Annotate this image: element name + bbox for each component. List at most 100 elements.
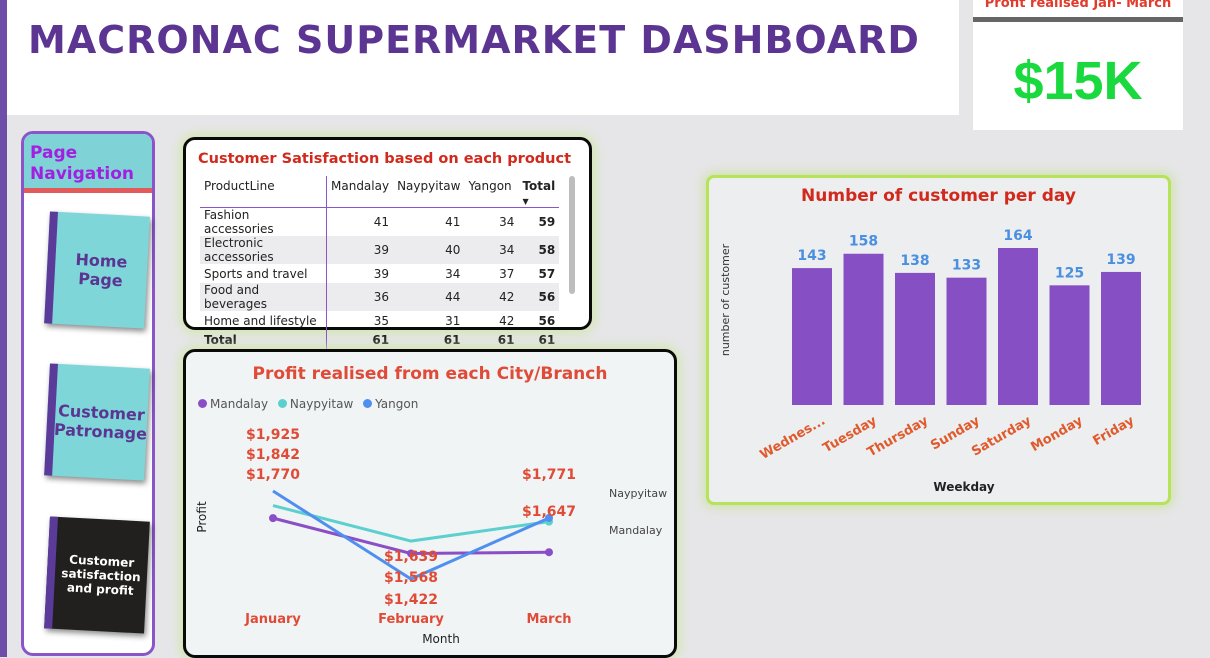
bar[interactable] xyxy=(998,248,1038,405)
table-row: Home and lifestyle 35 31 42 56 xyxy=(200,311,559,330)
customers-bar-chart: number of customer Weekday 143 Wednes... 158… xyxy=(719,228,1141,494)
bar-value-label: 158 xyxy=(849,234,878,250)
cell: Electronic accessories xyxy=(200,236,327,264)
cell: 37 xyxy=(499,266,515,281)
cell: 61 xyxy=(443,332,461,347)
data-label: $1,925 xyxy=(246,427,300,443)
customer-patronage-button[interactable]: Customer Patronage xyxy=(44,363,150,481)
y-axis-label: number of customer xyxy=(719,243,732,356)
legend-item-yangon[interactable]: Yangon xyxy=(363,397,418,411)
profit-line-chart: Profit Month January February March $1,925 $1,… xyxy=(195,427,667,646)
bar-value-label: 138 xyxy=(900,253,929,269)
customers-chart-title: Number of customer per day xyxy=(801,186,1076,206)
bar-value-label: 125 xyxy=(1055,265,1084,281)
home-page-label-2: Page xyxy=(77,269,124,291)
cell: 36 xyxy=(326,283,394,311)
cell: 44 xyxy=(393,283,465,311)
profit-kpi-card: Profit realised Jan- March $15K xyxy=(973,0,1183,130)
table-row: Electronic accessories 39 40 34 58 xyxy=(200,236,560,264)
legend-item-naypyitaw[interactable]: Naypyitaw xyxy=(277,397,354,411)
profit-chart-title: Profit realised from each City/Branch xyxy=(252,364,608,384)
legend-label: Yangon xyxy=(375,397,419,411)
cell: 42 xyxy=(499,313,515,328)
customers-per-day-card: Number of customer per day number of cus… xyxy=(706,175,1171,505)
data-label: $1,568 xyxy=(384,570,438,586)
series-line-yangon[interactable] xyxy=(272,489,550,581)
cell: 61 xyxy=(538,332,556,347)
table-row: Sports and travel 39 34 37 57 xyxy=(200,264,559,283)
kpi-label: Profit realised Jan- March xyxy=(984,0,1172,11)
sort-desc-icon: ▼ xyxy=(522,197,529,206)
cell: 57 xyxy=(538,266,556,281)
series-point[interactable] xyxy=(269,514,277,523)
nav-header: Page Navigation xyxy=(24,134,152,188)
cell: 58 xyxy=(518,236,560,264)
col-header-total[interactable]: Total ▼ xyxy=(518,176,560,208)
col-header-total-label: Total xyxy=(522,179,556,193)
nav-divider xyxy=(24,188,152,193)
cell: 59 xyxy=(538,215,556,229)
data-label: $1,842 xyxy=(246,447,300,463)
data-label: $1,770 xyxy=(246,467,300,483)
table-header-row: ProductLine Mandalay Naypyitaw Yangon To… xyxy=(200,176,560,208)
bar[interactable] xyxy=(792,268,832,405)
kpi-value: $15K xyxy=(1013,51,1143,111)
end-label-naypyitaw: Naypyitaw xyxy=(609,487,667,500)
cell: Food and beverages xyxy=(200,283,327,311)
bar-value-label: 164 xyxy=(1003,228,1032,244)
col-header-mandalay[interactable]: Mandalay xyxy=(326,176,394,208)
x-tick-label: Friday xyxy=(1090,413,1137,449)
home-page-button[interactable]: Home Page xyxy=(44,211,150,329)
bar[interactable] xyxy=(1049,285,1090,405)
data-label: $1,639 xyxy=(384,549,438,565)
cell: 35 xyxy=(373,313,390,328)
cell: 34 xyxy=(499,215,515,229)
x-tick-label: March xyxy=(526,612,571,627)
dashboard-title: MACRONAC SUPERMARKET DASHBOARD xyxy=(28,18,920,62)
satisfaction-title: Customer Satisfaction based on each prod… xyxy=(198,151,572,167)
cell: 56 xyxy=(518,283,560,311)
col-header-yangon[interactable]: Yangon xyxy=(464,176,519,208)
nav-title: Page Navigation xyxy=(30,143,134,185)
cell: 42 xyxy=(464,283,519,311)
bar[interactable] xyxy=(946,277,987,405)
satisfaction-label-3: and profit xyxy=(66,580,134,598)
x-axis-label: Weekday xyxy=(933,480,994,494)
cell: 56 xyxy=(538,313,556,328)
cell: 34 xyxy=(445,266,461,281)
series-point[interactable] xyxy=(407,549,415,558)
bar-value-label: 139 xyxy=(1106,252,1135,268)
profit-legend: Mandalay Naypyitaw Yangon xyxy=(198,397,424,411)
col-header-productline[interactable]: ProductLine xyxy=(200,176,327,208)
cell: 40 xyxy=(393,236,465,264)
x-tick-label: Monday xyxy=(1028,413,1086,455)
x-tick-label: January xyxy=(244,612,301,627)
page-navigation-panel: Page Navigation Home Page Customer Patro… xyxy=(21,131,155,656)
cell: 41 xyxy=(373,215,390,229)
legend-dot-icon xyxy=(198,399,207,408)
series-point[interactable] xyxy=(545,548,553,557)
series-line-naypyitaw[interactable] xyxy=(272,504,550,543)
x-tick-label: Saturday xyxy=(969,413,1034,459)
bar-value-label: 133 xyxy=(952,258,981,274)
legend-dot-icon xyxy=(277,399,287,408)
cell: 61 xyxy=(497,332,515,347)
cell: 39 xyxy=(326,236,394,264)
x-tick-label: February xyxy=(378,612,444,627)
col-header-naypyitaw[interactable]: Naypyitaw xyxy=(393,176,465,208)
customer-patronage-label-2: Patronage xyxy=(53,419,148,444)
legend-item-mandalay[interactable]: Mandalay xyxy=(198,397,268,411)
table-total-row: Total 61 61 61 61 xyxy=(200,330,559,349)
bar[interactable] xyxy=(1101,271,1141,405)
bar[interactable] xyxy=(843,253,884,405)
left-accent-strip xyxy=(0,0,7,657)
legend-label: Naypyitaw xyxy=(289,397,354,411)
series-point[interactable] xyxy=(545,513,553,522)
table-scrollbar[interactable] xyxy=(569,176,575,294)
bar[interactable] xyxy=(895,272,935,405)
legend-label: Mandalay xyxy=(210,397,269,411)
table-row: Food and beverages 36 44 42 56 xyxy=(200,283,560,311)
profit-by-city-card: Profit realised from each City/Branch Ma… xyxy=(183,349,677,658)
y-axis-label: Profit xyxy=(195,501,209,533)
customer-satisfaction-profit-button[interactable]: Customer satisfaction and profit xyxy=(44,516,150,634)
